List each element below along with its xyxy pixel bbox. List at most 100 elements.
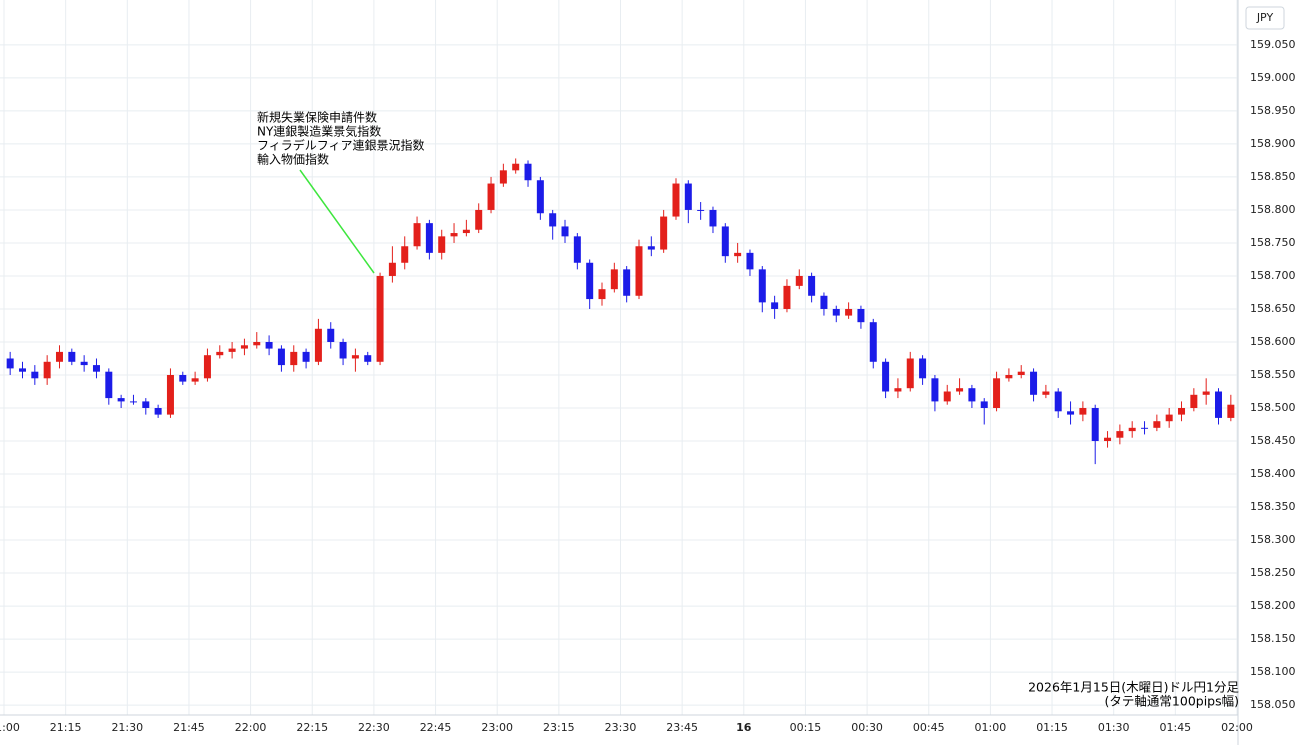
y-tick-label: 158.800 bbox=[1250, 203, 1296, 216]
candle-body bbox=[845, 308, 853, 316]
candle-body bbox=[179, 374, 187, 382]
candle-body bbox=[647, 246, 655, 250]
y-tick-label: 158.650 bbox=[1250, 302, 1296, 315]
candle-body bbox=[943, 391, 951, 402]
y-tick-label: 158.350 bbox=[1250, 500, 1296, 513]
candle-body bbox=[1202, 391, 1210, 395]
candle-body bbox=[401, 246, 409, 263]
chart-note: 2026年1月15日(木曜日)ドル円1分足 bbox=[1028, 680, 1239, 695]
candle-body bbox=[561, 226, 569, 237]
y-axis-panel bbox=[1238, 0, 1300, 745]
candle-body bbox=[1005, 374, 1013, 379]
y-tick-label: 158.200 bbox=[1250, 599, 1296, 612]
x-tick-label: 22:30 bbox=[358, 721, 390, 734]
candle-body bbox=[968, 388, 976, 402]
x-tick-label: 23:00 bbox=[481, 721, 513, 734]
candle-body bbox=[31, 371, 39, 379]
candle-body bbox=[684, 183, 692, 210]
candle-body bbox=[536, 180, 544, 214]
candle-body bbox=[166, 374, 174, 415]
y-tick-label: 158.100 bbox=[1250, 665, 1296, 678]
x-tick-label: 01:15 bbox=[1036, 721, 1068, 734]
y-tick-label: 158.850 bbox=[1250, 170, 1296, 183]
candle-body bbox=[573, 236, 581, 263]
x-tick-label: 00:15 bbox=[790, 721, 822, 734]
candle-body bbox=[376, 275, 384, 362]
candle-body bbox=[265, 341, 273, 349]
candle-body bbox=[980, 401, 988, 409]
candle-body bbox=[413, 223, 421, 247]
candle-body bbox=[783, 285, 791, 309]
candle-body bbox=[462, 229, 470, 234]
x-tick-label: 01:00 bbox=[975, 721, 1007, 734]
x-tick-label: 00:30 bbox=[851, 721, 883, 734]
candle-body bbox=[154, 408, 162, 415]
candle-body bbox=[660, 216, 668, 250]
candle-body bbox=[6, 358, 14, 369]
candle-body bbox=[302, 351, 310, 362]
candle-body bbox=[487, 183, 495, 210]
chart-note: (タテ軸通常100pips幅) bbox=[1105, 694, 1239, 709]
candle-body bbox=[795, 275, 803, 286]
x-tick-label: 21:30 bbox=[111, 721, 143, 734]
candle-body bbox=[1227, 404, 1235, 418]
y-tick-label: 158.550 bbox=[1250, 368, 1296, 381]
candle-body bbox=[1141, 427, 1149, 429]
candle-body bbox=[956, 388, 964, 392]
candle-body bbox=[882, 361, 890, 392]
annotation-line: NY連銀製造業景気指数 bbox=[257, 124, 381, 139]
candle-body bbox=[228, 348, 236, 352]
candle-body bbox=[919, 358, 927, 379]
candle-body bbox=[499, 170, 507, 184]
candle-body bbox=[388, 262, 396, 276]
candle-body bbox=[808, 275, 816, 296]
candle-body bbox=[105, 371, 113, 399]
x-tick-label: 22:00 bbox=[235, 721, 267, 734]
x-tick-label: 21:45 bbox=[173, 721, 205, 734]
annotation-arrow bbox=[299, 169, 375, 274]
candle-body bbox=[869, 322, 877, 362]
currency-label: JPY bbox=[1256, 11, 1274, 24]
y-axis: 158.050 158.100 158.150 158.200 158.250 158.3… bbox=[1250, 38, 1296, 711]
candle-body bbox=[18, 368, 26, 372]
candle-body bbox=[1091, 408, 1099, 442]
y-tick-label: 158.600 bbox=[1250, 335, 1296, 348]
candle-body bbox=[55, 351, 63, 362]
y-tick-label: 159.050 bbox=[1250, 38, 1296, 51]
candle-body bbox=[438, 236, 446, 253]
candle-body bbox=[1215, 391, 1223, 418]
candle-body bbox=[253, 341, 261, 346]
annotation-line: 新規失業保険申請件数 bbox=[257, 110, 377, 125]
candle-body bbox=[1165, 414, 1173, 422]
candle-body bbox=[43, 361, 51, 379]
candle-body bbox=[240, 345, 248, 349]
candle-body bbox=[1104, 437, 1112, 442]
plot bbox=[6, 158, 1235, 465]
candle-body bbox=[512, 163, 520, 171]
candle-body bbox=[277, 348, 285, 366]
y-tick-label: 158.450 bbox=[1250, 434, 1296, 447]
candle-body bbox=[771, 302, 779, 309]
candle-body bbox=[80, 361, 88, 366]
candle-body bbox=[129, 401, 137, 403]
candle-body bbox=[92, 365, 100, 372]
candle-body bbox=[425, 223, 433, 253]
candle-body bbox=[475, 209, 483, 230]
candle-body bbox=[524, 163, 532, 181]
candle-body bbox=[191, 378, 199, 382]
candle-body bbox=[450, 233, 458, 237]
candle-body bbox=[339, 341, 347, 359]
candle-body bbox=[1178, 408, 1186, 415]
candle-body bbox=[203, 355, 211, 379]
candle-body bbox=[351, 355, 359, 359]
candle-body bbox=[746, 252, 754, 270]
y-tick-label: 158.050 bbox=[1250, 698, 1296, 711]
candle-body bbox=[820, 295, 828, 309]
candle-body bbox=[117, 398, 125, 402]
candle-body bbox=[993, 378, 1001, 409]
candle-body bbox=[314, 328, 322, 362]
candle-body bbox=[931, 378, 939, 402]
candle-body bbox=[635, 246, 643, 296]
x-tick-label: 01:45 bbox=[1159, 721, 1191, 734]
